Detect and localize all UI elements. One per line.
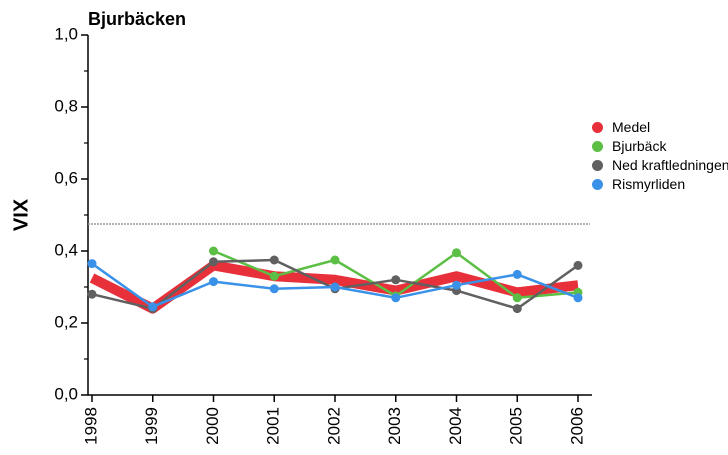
x-tick-label: 2005 <box>507 407 526 445</box>
series-point <box>209 257 218 267</box>
series-point <box>87 289 97 299</box>
y-axis-label: VIX <box>10 198 32 231</box>
x-tick-label: 2002 <box>324 407 343 445</box>
series-point <box>512 269 522 279</box>
y-tick-label: 0,6 <box>54 168 78 187</box>
series-point <box>452 280 461 290</box>
legend-item: Medel <box>592 120 728 135</box>
y-tick-label: 1,0 <box>54 24 78 43</box>
series-point <box>391 293 401 303</box>
y-tick-label: 0,0 <box>54 384 78 403</box>
legend-swatch <box>592 160 603 171</box>
y-tick-label: 0,4 <box>54 240 78 259</box>
legend-label: Medel <box>612 119 651 135</box>
series-point <box>330 282 340 292</box>
y-tick-label: 0,8 <box>54 96 78 115</box>
legend-swatch <box>592 179 603 190</box>
x-tick-label: 1999 <box>142 407 161 445</box>
legend-swatch <box>592 122 603 133</box>
legend-label: Ned kraftledningen <box>612 157 728 173</box>
legend: Medel Bjurbäck Ned kraftledningen Rismyrlid… <box>592 120 728 196</box>
x-tick-label: 2000 <box>203 407 222 445</box>
x-tick-label: 2006 <box>567 407 586 445</box>
series-point <box>209 277 218 287</box>
legend-swatch <box>592 141 603 152</box>
series-point <box>269 284 279 294</box>
series-point <box>330 255 340 265</box>
series-point <box>87 259 97 269</box>
series-point <box>269 255 279 265</box>
series-point <box>391 275 401 285</box>
series-point <box>512 304 522 314</box>
legend-item: Rismyrliden <box>592 177 728 192</box>
legend-item: Ned kraftledningen <box>592 158 728 173</box>
y-tick-label: 0,2 <box>54 312 78 331</box>
series-point <box>573 293 583 303</box>
x-tick-label: 2004 <box>446 407 465 445</box>
series-point <box>148 302 158 312</box>
series-point <box>452 248 461 258</box>
x-tick-label: 1998 <box>81 407 100 445</box>
x-tick-label: 2003 <box>385 407 404 445</box>
series-point <box>573 260 583 270</box>
series-point <box>269 271 279 281</box>
legend-item: Bjurbäck <box>592 139 728 154</box>
legend-label: Bjurbäck <box>612 138 667 154</box>
x-tick-label: 2001 <box>264 407 283 445</box>
chart-title: Bjurbäcken <box>88 9 186 29</box>
series-point <box>209 246 218 256</box>
legend-label: Rismyrliden <box>612 176 686 192</box>
series-point <box>512 293 522 303</box>
